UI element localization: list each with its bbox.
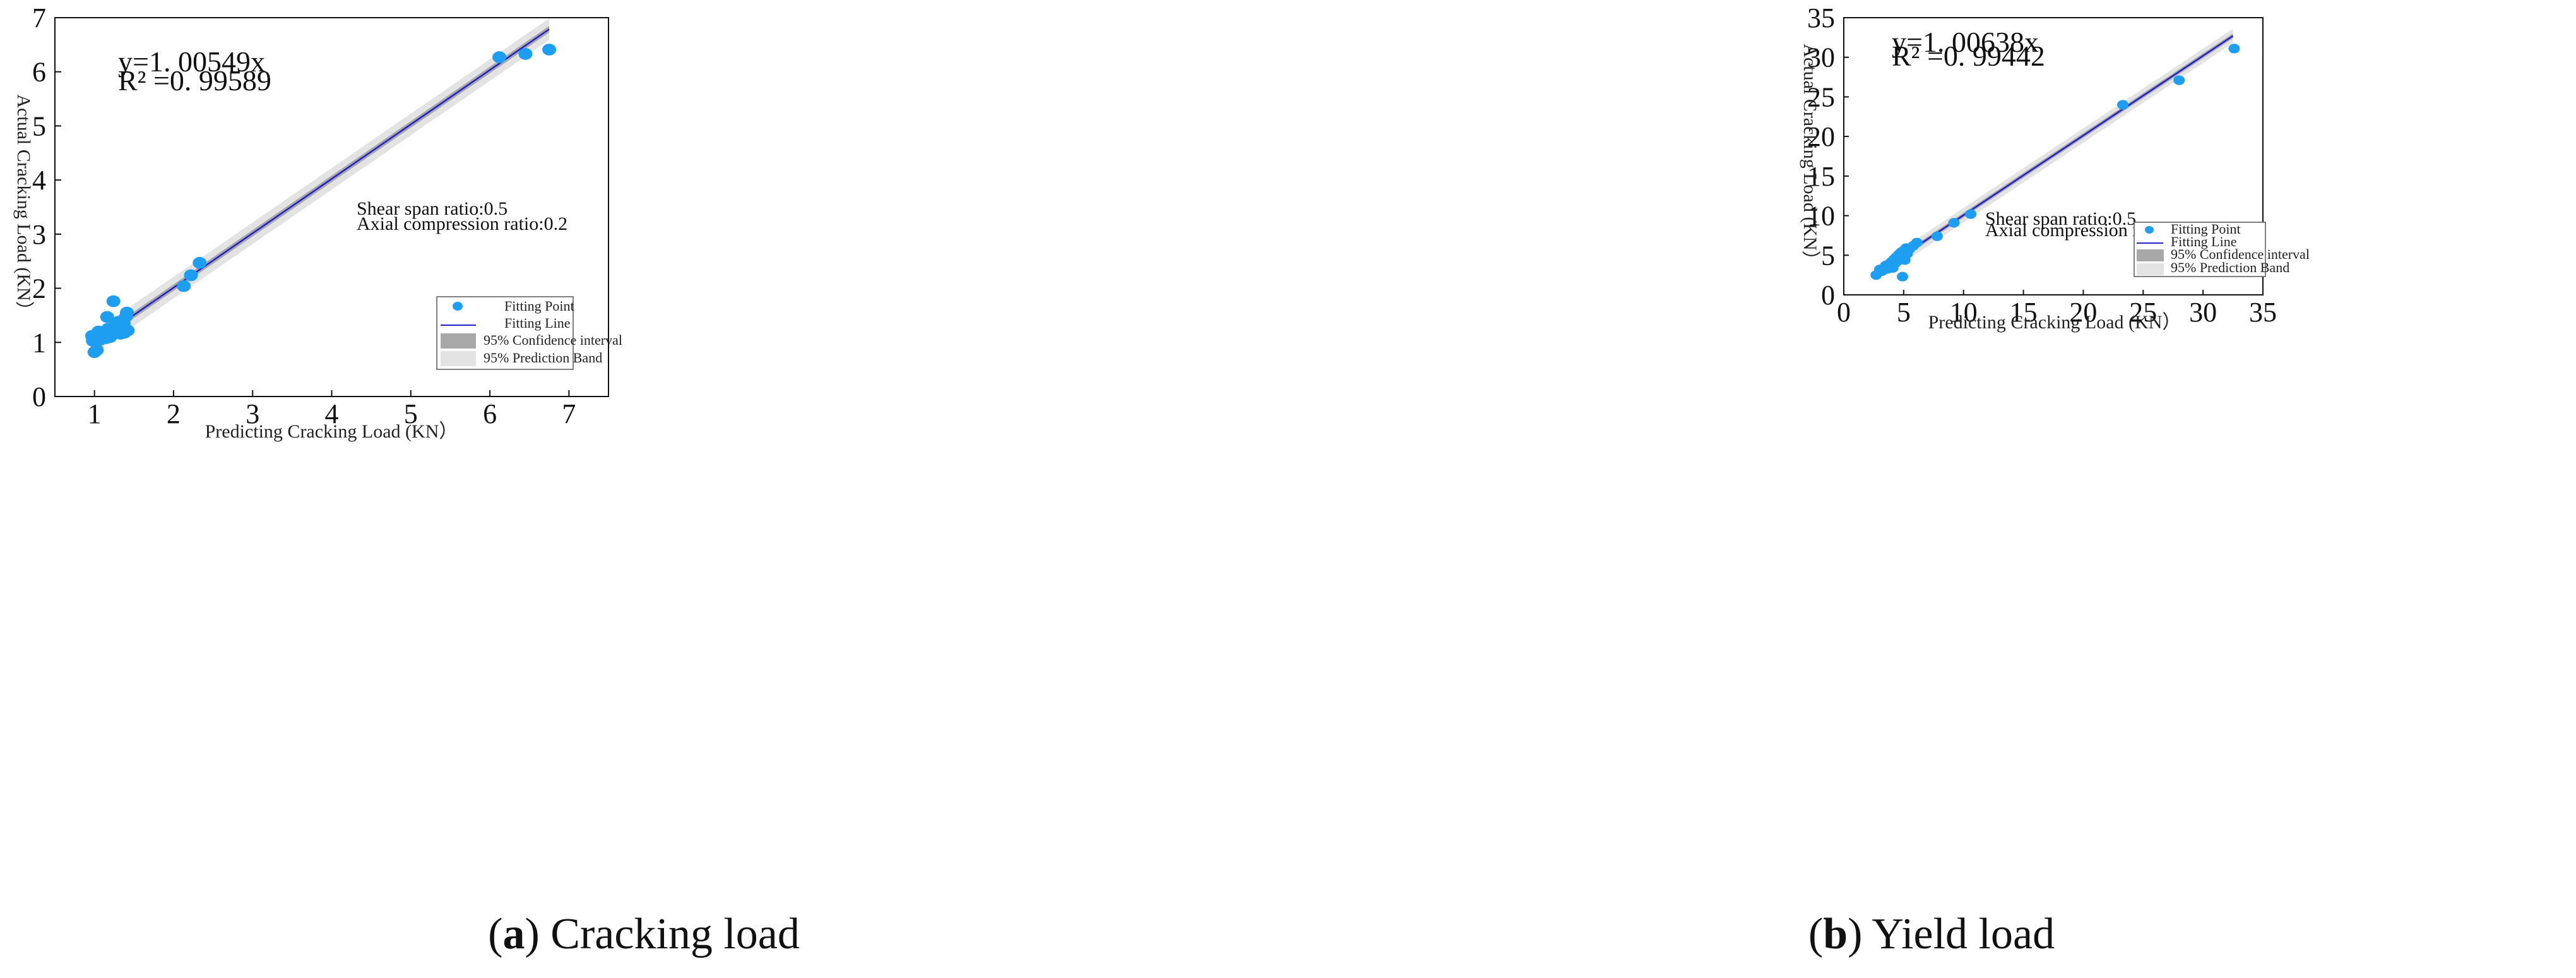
y-axis-ticks: 0 1 2 3 4 5 6 7 [32,3,61,412]
shear-span-note: Shear span ratio:0.5 [1985,208,2136,229]
x-tick-label: 1 [88,398,102,429]
fit-equation: y=1. 00638x [1892,26,2039,58]
r-squared: R² =0. 99442 [1892,40,2045,72]
data-point-3 [90,343,104,356]
caption-letter-a: a [502,910,525,958]
y-tick-label: 4 [32,165,46,196]
data-point-34 [542,44,557,56]
data-point-33 [518,48,533,60]
y-tick-label: 5 [32,110,46,141]
y-tick-label: 10 [1807,201,1835,232]
data-point-25 [120,306,134,319]
x-tick-label: 35 [2249,297,2277,328]
caption-text-b: Yield load [1872,910,2055,958]
legend-prediction-swatch [2137,263,2164,275]
legend-confidence-swatch [441,333,476,349]
y-tick-label: 1 [32,327,46,358]
x-axis-ticks: 1 2 3 4 5 6 7 [88,390,576,429]
x-axis-title: Predicting Cracking Load (KN） [1928,312,2181,333]
panel-cracking-load: 1 2 3 4 5 6 7 0 1 2 3 4 5 6 7 Predicting Cracking Loa… [13,3,800,958]
y-tick-label: 5 [1821,240,1835,271]
legend-point-marker [2145,226,2154,234]
legend-prediction: 95% Prediction Band [484,350,602,366]
y-tick-label: 15 [1807,161,1835,192]
y-tick-label: 2 [32,273,46,304]
x-tick-label: 7 [562,398,576,429]
caption-text-a: Cracking load [550,910,800,958]
x-tick-label: 2 [167,398,181,429]
y-tick-label: 0 [32,381,46,412]
data-point-18 [1896,271,1908,282]
x-tick-label: 6 [483,398,497,429]
legend-prediction: 95% Prediction Band [2171,259,2289,275]
x-tick-label: 4 [325,398,339,429]
legend-point-marker [453,302,463,311]
y-tick-label: 30 [1807,42,1835,73]
data-point-25 [1911,237,1923,247]
x-tick-label: 0 [1837,297,1851,328]
x-tick-label: 5 [1897,297,1911,328]
x-tick-label: 30 [2189,297,2217,328]
fitting-line [93,28,550,343]
data-point-31 [193,256,207,269]
y-tick-label: 3 [32,219,46,250]
data-point-12 [100,311,114,323]
y-axis-title: Actual Cracking Load (KN） [13,94,34,319]
chart-cracking-load: 1 2 3 4 5 6 7 0 1 2 3 4 5 6 7 Predicting Cracking Loa… [13,3,622,442]
plot-frame [1843,17,2264,295]
shear-span-note: Shear span ratio:0.5 [357,198,507,219]
data-point-29 [177,280,191,292]
legend-confidence-swatch [2137,249,2164,261]
panel-yield-load: 0 5 10 15 20 25 30 35 0 5 10 15 20 25 30 35 Predicting… [1288,0,2576,978]
data-point-30 [2173,75,2185,85]
x-tick-label: 25 [2129,297,2157,328]
legend-fitting-line: Fitting Line [2171,234,2237,249]
legend: Fitting Point Fitting Line 95% Confidenc… [436,296,622,370]
x-tick-label: 20 [2069,297,2097,328]
x-axis-title: Predicting Cracking Load (KN） [205,421,458,442]
y-tick-label: 0 [1821,280,1835,311]
y-axis-title: Actual Cracking Load (KN） [1800,44,1820,269]
x-tick-label: 10 [1950,297,1978,328]
caption-letter-b: b [1823,910,1848,958]
legend-confidence: 95% Confidence interval [484,332,622,348]
caption-a: (a) Cracking load [488,910,800,958]
data-point-26 [1931,231,1943,241]
y-tick-label: 25 [1807,81,1835,112]
y-tick-label: 6 [32,57,46,88]
y-tick-label: 20 [1807,121,1835,152]
legend-prediction-swatch [441,351,476,366]
legend: Fitting Point Fitting Line 95% Confidenc… [2134,221,2310,277]
data-point-32 [492,51,507,63]
legend-fitting-point: Fitting Point [504,298,574,314]
r-squared: R² =0. 99589 [118,64,271,97]
y-tick-label: 7 [32,3,46,33]
data-point-31 [2228,44,2240,54]
fit-equation: y=1. 00549x [118,45,265,78]
data-point-27 [111,323,126,335]
x-tick-label: 15 [2010,297,2038,328]
legend-fitting-point: Fitting Point [2171,221,2241,237]
x-tick-label: 3 [246,398,259,429]
x-tick-label: 5 [404,398,418,429]
x-axis-ticks: 0 5 10 15 20 25 30 35 [1837,290,2277,328]
data-point-27 [1948,218,1960,228]
y-tick-label: 35 [1807,3,1835,33]
data-point-29 [2117,100,2129,110]
fitting-points [85,44,557,359]
caption-b: (b) Yield load [1808,910,2055,958]
data-point-30 [184,269,198,282]
axial-compression-note: Axial compression ratio:0.2 [357,213,567,234]
legend-fitting-line: Fitting Line [504,315,571,331]
data-point-28 [103,331,117,343]
data-point-15 [106,295,121,307]
y-axis-ticks: 0 5 10 15 20 25 30 35 [1807,3,1849,311]
data-point-28 [1965,209,1977,219]
fitting-points [1870,44,2240,282]
legend-confidence: 95% Confidence interval [2171,246,2310,262]
